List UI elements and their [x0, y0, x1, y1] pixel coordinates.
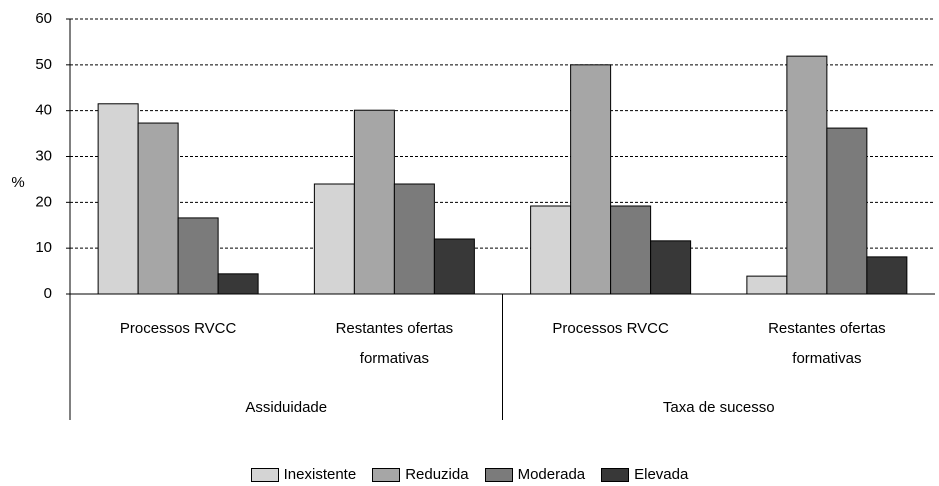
bar [786, 55, 828, 295]
y-tick-label: 20 [35, 193, 52, 210]
x-tick-label: Restantes ofertas formativas [768, 320, 886, 367]
y-tick-label: 10 [35, 239, 52, 256]
bar [866, 256, 908, 295]
bar [433, 238, 475, 295]
bar [570, 64, 612, 295]
legend: Inexistente Reduzida Moderada Elevada [0, 466, 939, 483]
group-label: Assiduidade [245, 399, 327, 416]
legend-label: Reduzida [405, 466, 469, 483]
legend-swatch [372, 467, 401, 482]
bar [353, 109, 395, 295]
legend-item: Inexistente [250, 466, 357, 483]
y-tick-label: 30 [35, 147, 52, 164]
y-axis-label: % [11, 174, 24, 191]
y-tick-label: 40 [35, 102, 52, 119]
legend-item: Reduzida [372, 466, 469, 483]
bar [217, 273, 259, 295]
y-tick-label: 0 [44, 285, 52, 302]
bar [530, 205, 572, 295]
x-tick-label: Processos RVCC [552, 320, 669, 337]
group-label: Taxa de sucesso [663, 399, 775, 416]
legend-label: Elevada [634, 466, 689, 483]
legend-label: Moderada [517, 466, 586, 483]
legend-label: Inexistente [283, 466, 357, 483]
legend-swatch [601, 467, 630, 482]
bar [610, 205, 652, 295]
x-tick-label: Processos RVCC [119, 320, 237, 337]
x-tick-label: Restantes ofertas formativas [335, 320, 454, 367]
bar [650, 240, 692, 295]
bar [393, 183, 435, 295]
y-tick-label: 60 [35, 10, 52, 27]
bar [137, 122, 179, 295]
legend-swatch [250, 467, 279, 482]
bar [177, 217, 219, 295]
y-tick-label: 50 [35, 56, 52, 73]
bar [826, 127, 868, 295]
legend-item: Moderada [484, 466, 586, 483]
bar [313, 183, 355, 295]
legend-swatch [484, 467, 513, 482]
bar [746, 275, 788, 295]
bar [97, 103, 139, 295]
legend-item: Elevada [601, 466, 688, 483]
